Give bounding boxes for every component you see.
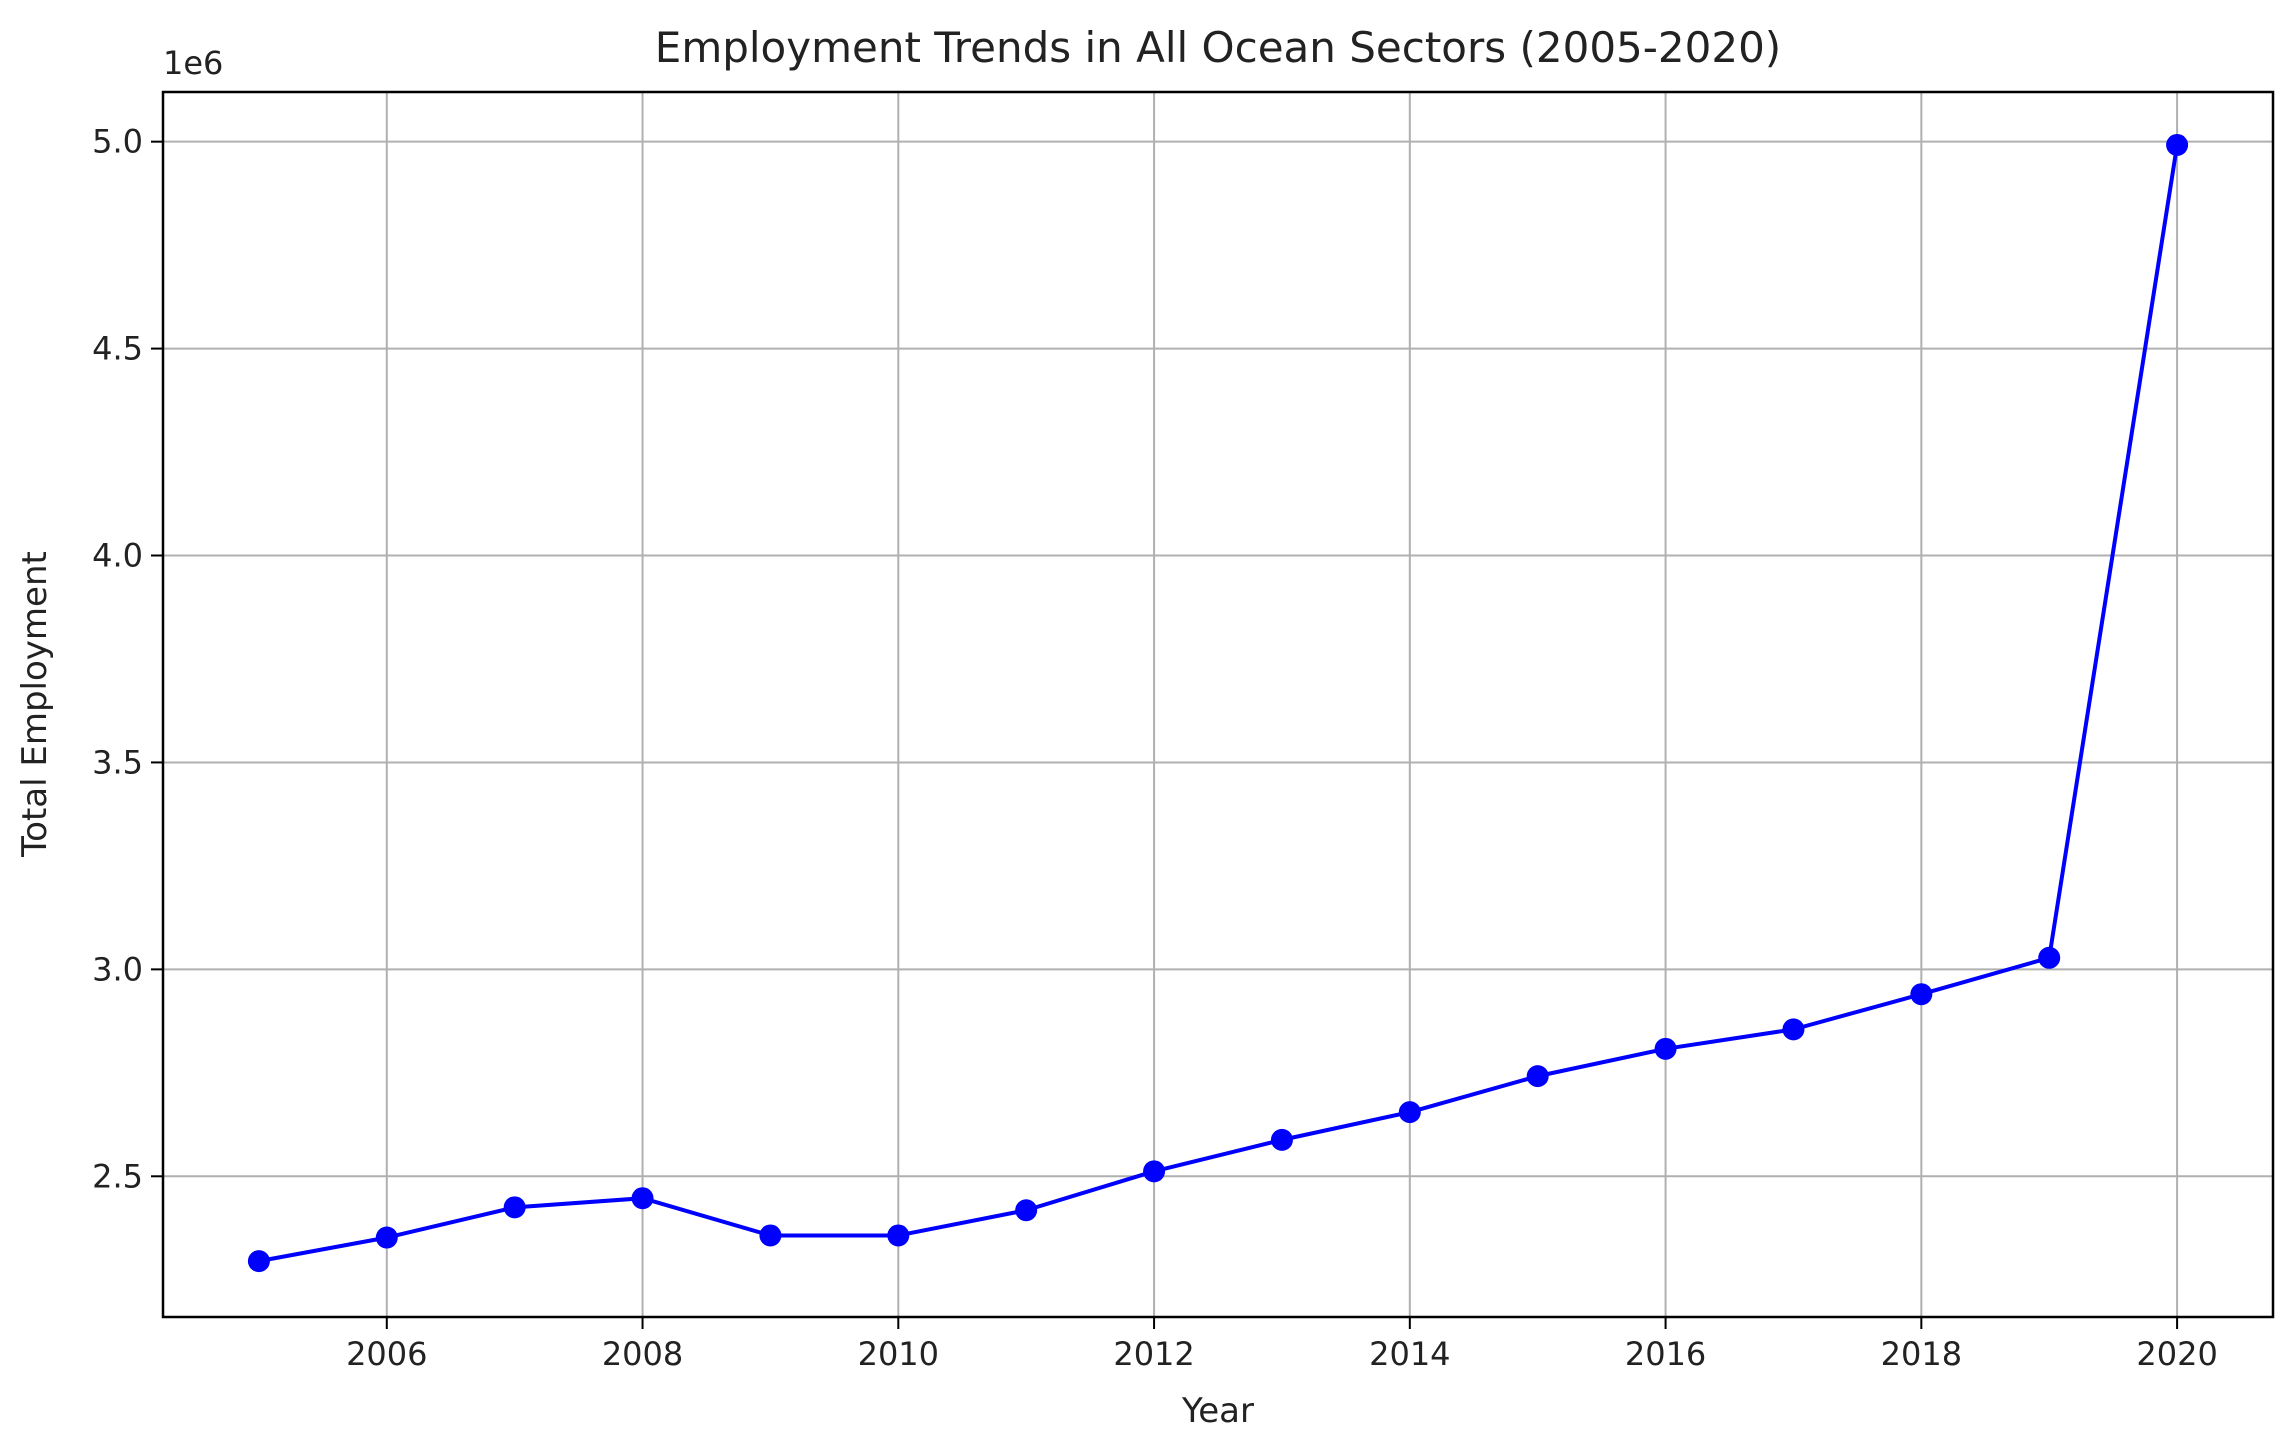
x-tick-label: 2016 xyxy=(1625,1335,1706,1373)
data-point xyxy=(247,1250,270,1273)
x-tick-label: 2012 xyxy=(1113,1335,1194,1373)
data-point xyxy=(1654,1037,1677,1060)
y-axis-label: Total Employment xyxy=(15,551,55,858)
data-point xyxy=(2166,133,2189,156)
plot-area-frame xyxy=(161,90,2275,1319)
series-layer xyxy=(247,133,2189,1273)
axis-ticks: 2006 2008 2010 2012 2014 2016 2018 2020 2.5 3.0 3.… xyxy=(92,123,2218,1373)
y-axis-offset-label: 1e6 xyxy=(163,44,223,82)
x-axis-label: Year xyxy=(1181,1391,1254,1431)
y-tick-label: 3.5 xyxy=(92,743,143,781)
series-line xyxy=(258,144,2180,1264)
y-tick-label: 4.0 xyxy=(92,537,143,575)
x-tick-label: 2020 xyxy=(2136,1335,2217,1373)
data-point xyxy=(759,1224,782,1247)
data-point xyxy=(1398,1101,1421,1124)
x-tick-label: 2008 xyxy=(602,1335,683,1373)
data-point xyxy=(1270,1128,1293,1151)
data-point xyxy=(1015,1199,1038,1222)
data-point xyxy=(503,1196,526,1219)
chart-title: Employment Trends in All Ocean Sectors (… xyxy=(655,23,1781,72)
y-tick-label: 4.5 xyxy=(92,330,143,368)
data-point xyxy=(375,1226,398,1249)
data-point xyxy=(2038,946,2061,969)
data-point xyxy=(1782,1018,1805,1041)
x-tick-label: 2006 xyxy=(346,1335,427,1373)
data-point xyxy=(1526,1065,1549,1088)
y-tick-label: 5.0 xyxy=(92,123,143,161)
data-point xyxy=(631,1187,654,1210)
x-tick-label: 2014 xyxy=(1369,1335,1450,1373)
data-point xyxy=(887,1224,910,1247)
x-tick-label: 2018 xyxy=(1881,1335,1962,1373)
y-tick-label: 2.5 xyxy=(92,1157,143,1195)
data-point xyxy=(1910,983,1933,1006)
x-tick-label: 2010 xyxy=(858,1335,939,1373)
grid xyxy=(163,92,2273,1317)
data-point xyxy=(1143,1160,1166,1183)
y-tick-label: 3.0 xyxy=(92,950,143,988)
